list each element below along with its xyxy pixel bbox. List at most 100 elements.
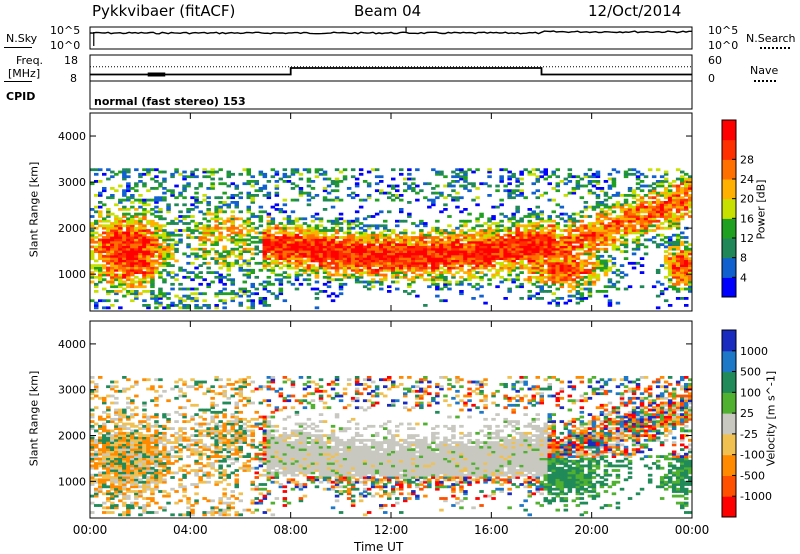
heatmap-cell <box>523 229 528 232</box>
heatmap-cell <box>214 217 219 221</box>
heatmap-cell <box>531 243 536 246</box>
heatmap-cell <box>98 264 103 267</box>
heatmap-cell <box>130 254 135 258</box>
heatmap-cell <box>114 224 119 228</box>
heatmap-cell <box>567 254 573 258</box>
heatmap-cell <box>154 431 159 435</box>
heatmap-cell <box>651 229 657 232</box>
heatmap-cell <box>266 247 272 251</box>
heatmap-cell <box>210 212 215 216</box>
heatmap-cell <box>130 280 135 284</box>
heatmap-cell <box>427 285 432 289</box>
heatmap-cell <box>439 287 444 291</box>
heatmap-cell <box>242 238 247 242</box>
heatmap-cell <box>338 243 344 246</box>
heatmap-cell <box>318 243 324 246</box>
heatmap-cell <box>138 466 143 470</box>
heatmap-cell <box>138 434 143 437</box>
heatmap-cell <box>186 306 191 310</box>
heatmap-cell <box>346 259 352 263</box>
heatmap-cell <box>94 205 99 209</box>
heatmap-cell <box>575 290 581 293</box>
heatmap-cell <box>399 231 404 235</box>
heatmap-cell <box>222 299 227 303</box>
heatmap-cell <box>635 238 641 242</box>
heatmap-cell <box>258 172 264 176</box>
heatmap-cell <box>106 254 111 258</box>
heatmap-cell <box>206 226 211 230</box>
heatmap-cell <box>403 254 408 258</box>
heatmap-cell <box>611 219 617 223</box>
heatmap-cell <box>158 480 163 484</box>
heatmap-cell <box>138 473 143 477</box>
heatmap-cell <box>134 394 139 398</box>
heatmap-cell <box>230 292 235 296</box>
heatmap-cell <box>238 264 243 267</box>
heatmap-cell <box>671 184 677 188</box>
heatmap-cell <box>94 473 99 477</box>
heatmap-cell <box>234 233 239 237</box>
heatmap-cell <box>338 261 344 265</box>
heatmap-cell <box>102 434 107 437</box>
heatmap-cell <box>599 259 605 263</box>
heatmap-cell <box>102 457 107 461</box>
heatmap-cell <box>535 168 540 172</box>
heatmap-cell <box>383 273 388 277</box>
heatmap-cell <box>290 250 296 253</box>
heatmap-cell <box>158 226 163 230</box>
heatmap-cell <box>427 257 432 260</box>
heatmap-cell <box>623 245 629 249</box>
heatmap-cell <box>688 268 693 272</box>
heatmap-cell <box>391 243 396 246</box>
heatmap-cell <box>479 259 484 263</box>
heatmap-cell <box>114 285 119 289</box>
heatmap-cell <box>555 182 560 186</box>
heatmap-cell <box>298 231 304 235</box>
heatmap-cell <box>126 378 131 382</box>
heatmap-cell <box>106 252 111 256</box>
heatmap-cell <box>134 247 139 251</box>
heatmap-cell <box>443 259 448 263</box>
heatmap-cell <box>459 292 464 296</box>
heatmap-cell <box>563 219 569 223</box>
heatmap-cell <box>483 252 488 256</box>
heatmap-cell <box>114 250 119 253</box>
heatmap-cell <box>102 250 107 253</box>
heatmap-cell <box>118 436 123 440</box>
heatmap-cell <box>651 224 657 228</box>
colorbar-tick-label: 16 <box>740 212 754 225</box>
heatmap-cell <box>575 271 581 274</box>
heatmap-cell <box>114 257 119 260</box>
heatmap-cell <box>607 187 613 190</box>
heatmap-cell <box>350 261 356 265</box>
heatmap-cell <box>475 266 480 270</box>
heatmap-cell <box>314 252 320 256</box>
heatmap-cell <box>322 231 328 235</box>
heatmap-cell <box>258 215 264 218</box>
heatmap-cell <box>166 399 171 403</box>
heatmap-cell <box>130 452 135 456</box>
heatmap-cell <box>94 285 99 289</box>
heatmap-cell <box>487 268 492 272</box>
heatmap-cell <box>282 299 288 303</box>
heatmap-cell <box>655 180 661 183</box>
heatmap-cell <box>162 478 167 482</box>
heatmap-cell <box>110 280 115 284</box>
heatmap-cell <box>174 445 179 449</box>
heatmap-cell <box>118 231 123 235</box>
heatmap-cell <box>154 438 159 442</box>
heatmap-cell <box>663 191 669 195</box>
heatmap-cell <box>635 236 641 239</box>
heatmap-cell <box>214 238 219 242</box>
heatmap-cell <box>134 280 139 284</box>
heatmap-cell <box>495 189 500 193</box>
heatmap-cell <box>130 257 135 260</box>
heatmap-cell <box>346 222 352 225</box>
heatmap-cell <box>114 252 119 256</box>
heatmap-cell <box>635 210 641 214</box>
heatmap-cell <box>162 259 167 263</box>
heatmap-cell <box>106 445 111 449</box>
heatmap-cell <box>379 236 384 239</box>
heatmap-cell <box>479 247 484 251</box>
heatmap-cell <box>126 490 131 493</box>
